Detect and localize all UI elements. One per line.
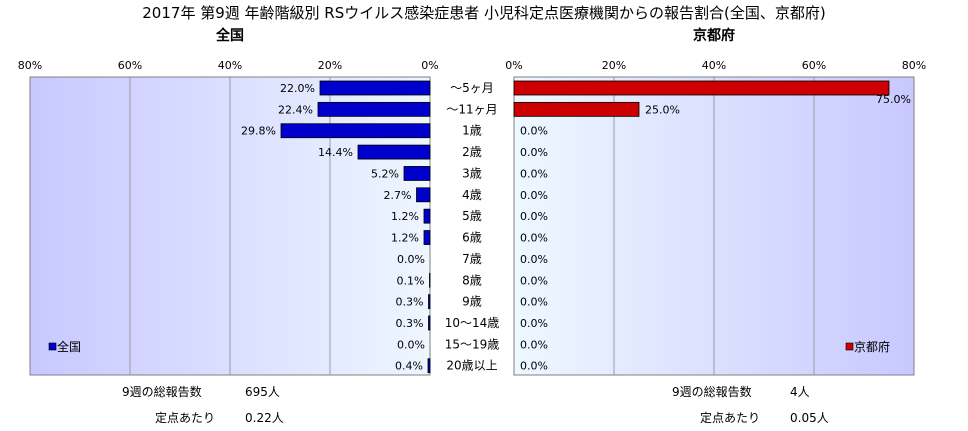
category-label: 7歳 [462,252,482,266]
right-bar-label: 0.0% [520,338,548,351]
left-x-tick-label: 80% [18,59,42,72]
right-bar [513,80,890,96]
left-bar-label: 0.3% [396,317,424,330]
right-bar-label: 75.0% [876,93,911,106]
left-bar-label: 14.4% [318,146,353,159]
right-legend-swatch [845,342,854,351]
left-legend-swatch [48,342,57,351]
right-x-tick-label: 60% [802,59,826,72]
category-label: 15～19歳 [445,337,500,351]
left-bars: 22.0% 22.4%29.8% 14.4% 5.2% 2.7% 1.2% 1.2% 0.0%… [241,80,431,374]
category-label: ～11ヶ月 [446,102,497,116]
left-bar [423,230,431,245]
left-bar-label: 0.0% [397,338,425,351]
right-bar-label: 0.0% [520,360,548,373]
left-bar [423,208,431,224]
left-bar [357,144,431,160]
left-bar [427,358,431,374]
category-labels: ～5ヶ月 ～11ヶ月 1歳 2歳 3歳 4歳 5歳 6歳 7歳 8歳 9歳 10～14歳 15～19歳 2… [445,81,500,373]
right-bar [513,101,640,117]
right-bars: 75.0% 25.0% 0.0% 0.0% 0.0% 0.0% 0.0% 0.0% 0.0% 0.… [513,80,911,373]
right-bar-label: 0.0% [520,296,548,309]
left-bar-label: 5.2% [371,167,399,180]
left-per-value: 0.22人 [245,411,284,425]
right-legend: 京都府 [845,339,890,354]
category-label: 3歳 [462,166,482,180]
left-bar [428,315,431,331]
left-bar-label: 0.0% [397,253,425,266]
right-bar-label: 0.0% [520,189,548,202]
right-bar-label: 0.0% [520,146,548,159]
left-bar-label: 22.0% [280,82,315,95]
category-label: 1歳 [462,124,482,138]
category-label: 5歳 [462,209,482,223]
category-label: 10～14歳 [445,316,500,330]
left-total-label: 9週の総報告数 [122,384,202,399]
left-bar [319,80,431,96]
right-x-tick-label: 40% [702,59,726,72]
right-legend-label: 京都府 [854,339,890,354]
left-bar-label: 0.3% [396,296,424,309]
right-panel-title: 京都府 [693,27,735,44]
left-legend-label: 全国 [57,339,81,354]
right-bar-label: 0.0% [520,232,548,245]
left-footer: 9週の総報告数 695人 定点あたり 0.22人 [122,384,284,425]
right-bar-label: 25.0% [645,103,680,116]
chart-title: 2017年 第9週 年齢階級別 RSウイルス感染症患者 小児科定点医療機関からの… [142,4,825,22]
left-bar-label: 0.4% [395,360,423,373]
left-bar-label: 1.2% [391,232,419,245]
right-bar-label: 0.0% [520,274,548,287]
left-bar [280,123,431,139]
left-total-value: 695人 [245,385,280,399]
left-panel-title: 全国 [215,27,244,44]
right-axis-ticks: 0% 20% 40% 60% 80% [505,59,926,72]
right-per-value: 0.05人 [790,411,829,425]
left-x-tick-label: 20% [318,59,342,72]
category-label: ～5ヶ月 [450,81,494,95]
left-bar [416,187,431,203]
category-label: 6歳 [462,231,482,245]
left-axis-ticks: 80% 60% 40% 20% 0% [18,59,439,72]
left-bar-label: 1.2% [391,210,419,223]
left-bar-label: 2.7% [384,189,412,202]
right-x-tick-label: 80% [902,59,926,72]
left-bar-label: 22.4% [278,103,313,116]
right-x-tick-label: 20% [602,59,626,72]
category-label: 8歳 [462,273,482,287]
left-bar-label: 0.1% [397,274,425,287]
left-bar [429,272,431,288]
left-x-tick-label: 60% [118,59,142,72]
right-bar-label: 0.0% [520,253,548,266]
right-bar-label: 0.0% [520,167,548,180]
left-bar [403,166,431,181]
category-label: 2歳 [462,145,482,159]
left-legend: 全国 [48,339,81,354]
left-x-tick-label: 0% [421,59,438,72]
category-label: 20歳以上 [446,359,497,373]
right-total-label: 9週の総報告数 [672,384,752,399]
right-footer: 9週の総報告数 4人 定点あたり 0.05人 [672,384,829,425]
right-x-tick-label: 0% [505,59,522,72]
left-x-tick-label: 40% [218,59,242,72]
category-label: 4歳 [462,188,482,202]
left-per-label: 定点あたり [155,410,215,425]
category-label: 9歳 [462,295,482,309]
right-bar-label: 0.0% [520,125,548,138]
right-total-value: 4人 [790,385,810,399]
left-bar [317,101,431,117]
right-per-label: 定点あたり [700,410,760,425]
right-bar-label: 0.0% [520,210,548,223]
right-gridlines [613,77,815,375]
left-bar-label: 29.8% [241,125,276,138]
left-bar [428,294,431,310]
right-bar-label: 0.0% [520,317,548,330]
